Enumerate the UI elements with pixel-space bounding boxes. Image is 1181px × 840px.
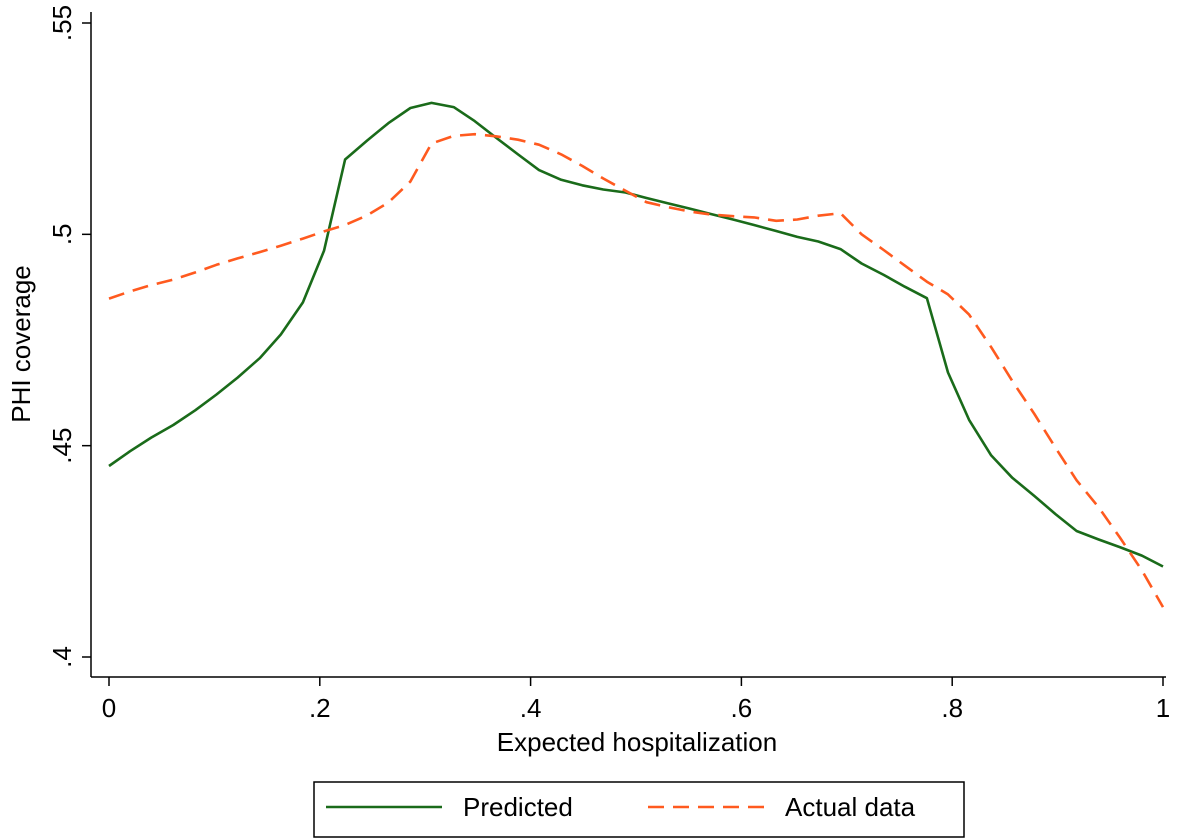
x-tick-label: 0	[102, 693, 116, 723]
legend: Predicted Actual data	[313, 781, 965, 838]
series-line-actual-data	[108, 132, 1165, 608]
x-axis-title: Expected hospitalization	[497, 727, 777, 757]
legend-label-actual-data: Actual data	[785, 792, 916, 822]
series	[108, 101, 1165, 608]
x-tick-label: .8	[941, 693, 963, 723]
x-tick-label: .4	[520, 693, 542, 723]
y-tick-label: .45	[47, 428, 77, 464]
y-axis-title: PHI coverage	[6, 265, 36, 423]
y-tick-label: .55	[47, 5, 77, 41]
x-tick-label: .2	[309, 693, 331, 723]
series-line-predicted	[108, 101, 1164, 568]
legend-box	[313, 781, 965, 838]
legend-label-predicted: Predicted	[463, 792, 573, 822]
ticks: 0 .2 .4 .6 .8 1 .4 .45 .5 .55	[47, 5, 1170, 723]
y-tick-label: .5	[47, 223, 77, 245]
x-tick-label: 1	[1156, 693, 1170, 723]
x-tick-label: .6	[731, 693, 753, 723]
y-tick-label: .4	[47, 646, 77, 668]
axes	[90, 12, 1166, 678]
